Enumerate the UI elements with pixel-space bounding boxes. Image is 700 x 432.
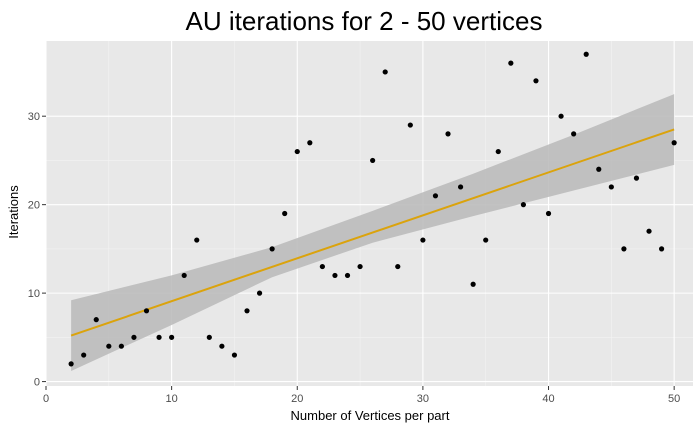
data-point bbox=[420, 237, 426, 243]
data-point bbox=[432, 193, 439, 199]
data-point bbox=[671, 140, 677, 146]
x-tick-label: 40 bbox=[542, 393, 554, 405]
data-point bbox=[156, 334, 162, 340]
data-point bbox=[244, 308, 250, 314]
x-tick-label: 0 bbox=[43, 393, 49, 405]
data-point bbox=[106, 343, 112, 349]
data-point bbox=[583, 51, 589, 57]
data-point bbox=[68, 361, 74, 367]
data-point bbox=[545, 210, 552, 217]
data-point bbox=[143, 308, 150, 314]
data-point bbox=[81, 352, 87, 358]
data-point bbox=[194, 237, 200, 243]
data-point bbox=[508, 60, 514, 66]
data-point bbox=[93, 317, 99, 323]
data-point bbox=[533, 78, 539, 84]
x-tick-label: 20 bbox=[291, 393, 303, 405]
data-point bbox=[344, 272, 351, 279]
data-points bbox=[68, 51, 677, 367]
y-tick-labels: 0 10 20 30 bbox=[28, 111, 40, 388]
data-point bbox=[131, 334, 137, 340]
data-point bbox=[621, 246, 627, 252]
x-tick-labels: 0 10 20 30 40 50 bbox=[43, 393, 680, 405]
data-point bbox=[219, 343, 225, 349]
data-point bbox=[370, 157, 376, 164]
data-point bbox=[608, 184, 614, 190]
y-tick-label: 20 bbox=[28, 200, 40, 212]
data-point bbox=[256, 290, 263, 296]
data-point bbox=[332, 272, 338, 279]
data-point bbox=[382, 69, 388, 75]
data-point bbox=[495, 148, 501, 155]
data-point bbox=[169, 334, 175, 340]
data-point bbox=[445, 131, 451, 137]
data-point bbox=[269, 246, 275, 252]
data-point bbox=[118, 343, 124, 349]
data-point bbox=[206, 334, 212, 340]
x-tick-label: 50 bbox=[668, 393, 680, 405]
data-point bbox=[181, 272, 187, 279]
y-tick-label: 30 bbox=[28, 111, 40, 123]
data-point bbox=[571, 131, 577, 137]
x-axis-label: Number of Vertices per part bbox=[291, 408, 450, 423]
data-point bbox=[520, 202, 526, 208]
x-tick-label: 30 bbox=[417, 393, 429, 405]
data-point bbox=[558, 113, 564, 119]
data-point bbox=[483, 237, 489, 243]
axis-ticks bbox=[42, 115, 675, 390]
y-tick-label: 10 bbox=[28, 288, 40, 300]
minor-gridlines bbox=[46, 41, 693, 386]
data-point bbox=[457, 184, 464, 190]
y-tick-label: 0 bbox=[34, 377, 40, 389]
data-point bbox=[307, 140, 313, 146]
data-point bbox=[282, 210, 288, 217]
data-point bbox=[357, 263, 363, 270]
chart-title: AU iterations for 2 - 50 vertices bbox=[186, 6, 543, 36]
regression-line bbox=[70, 128, 675, 337]
x-tick-label: 10 bbox=[166, 393, 178, 405]
data-point bbox=[658, 246, 665, 252]
data-point bbox=[407, 122, 413, 128]
y-axis-label: Iterations bbox=[6, 185, 21, 239]
data-point bbox=[395, 263, 401, 270]
data-point bbox=[319, 263, 325, 270]
data-point bbox=[646, 228, 652, 234]
data-point bbox=[633, 175, 640, 181]
data-point bbox=[231, 352, 238, 358]
data-point bbox=[470, 281, 476, 287]
data-point bbox=[294, 148, 300, 155]
data-point bbox=[596, 166, 602, 172]
